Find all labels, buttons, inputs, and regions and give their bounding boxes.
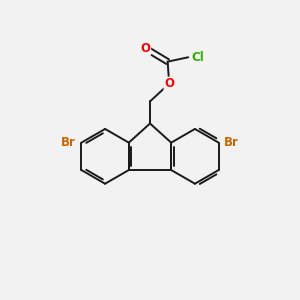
Text: Br: Br — [61, 136, 76, 149]
Text: O: O — [164, 77, 174, 90]
Text: Br: Br — [224, 136, 239, 149]
Text: O: O — [141, 42, 151, 55]
Text: Cl: Cl — [191, 51, 204, 64]
